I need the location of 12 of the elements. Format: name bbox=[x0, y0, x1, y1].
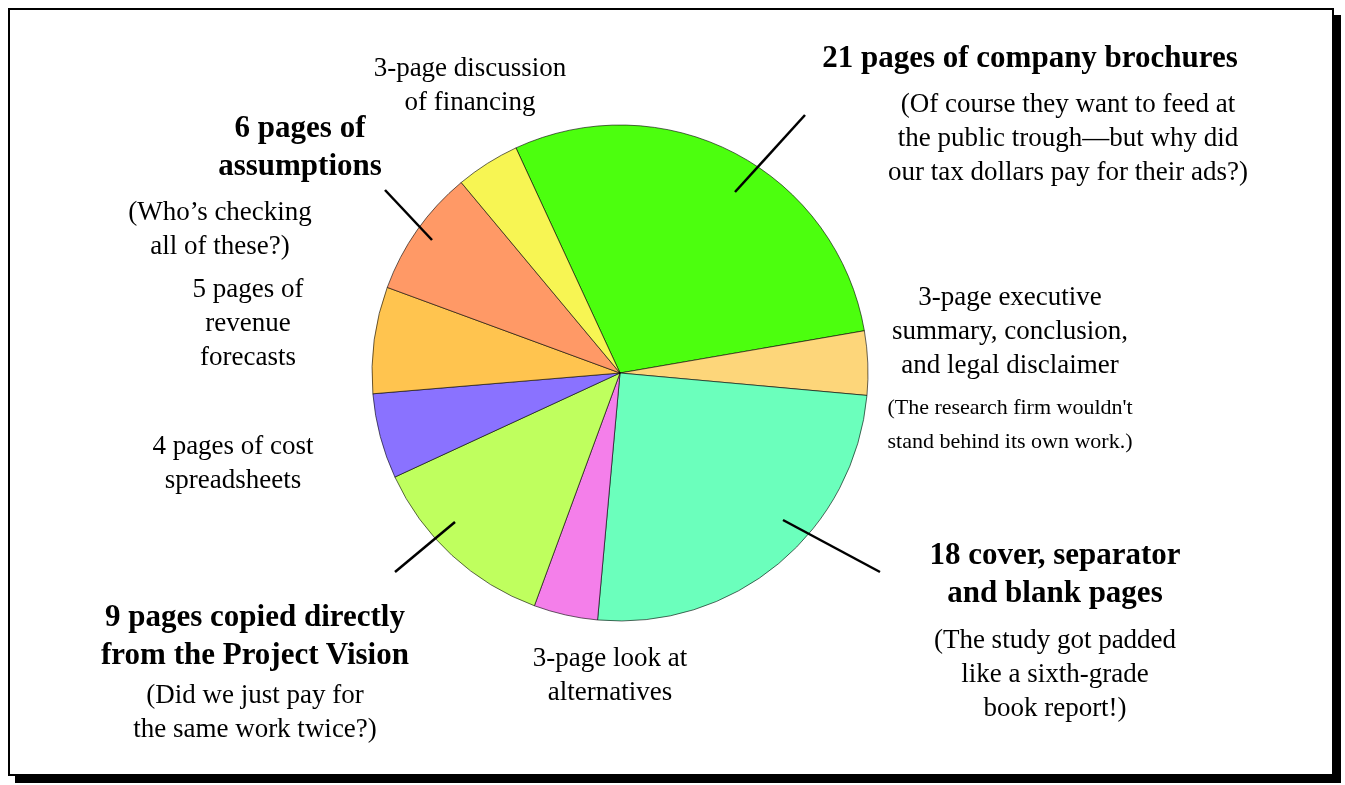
legend-label: 18 cover, separator and blank pages bbox=[929, 536, 1181, 609]
slice-label: 3-page executive summary, conclusion, and legal disclaimer bbox=[892, 281, 1128, 379]
slice-label: 3-page look at alternatives bbox=[532, 642, 688, 706]
slice-label: 9 pages copied directly from the Project Vision bbox=[101, 598, 409, 671]
text: (Who’s checking all of these?) bbox=[128, 196, 312, 260]
text: (Of course they want to feed at the public trough—but why did our tax dollars pay for their ads?) bbox=[888, 88, 1248, 186]
text: (The study got padded like a sixth-grade book report!) bbox=[933, 624, 1177, 722]
text: (Did we just pay for the same work twice?) bbox=[133, 679, 377, 743]
text: (The research firm wouldn't stand behind its own work.) bbox=[887, 394, 1133, 453]
slice-label: 21 pages of company brochures bbox=[822, 39, 1238, 74]
slice-label: 4 pages of cost spreadsheets bbox=[152, 430, 315, 494]
slice-label: 5 pages of revenue forecasts bbox=[192, 273, 304, 371]
